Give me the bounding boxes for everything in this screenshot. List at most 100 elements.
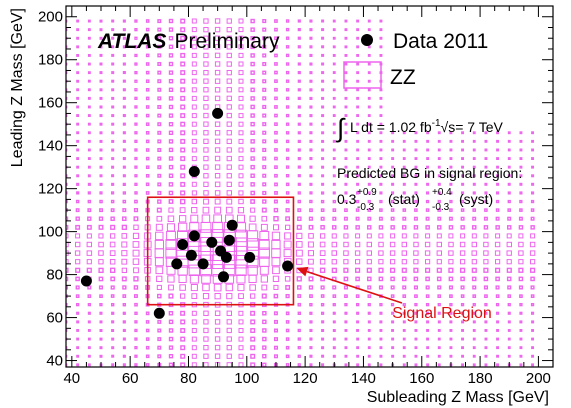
data-point — [197, 258, 209, 270]
zz-bin-box — [309, 36, 313, 40]
zz-bin-box — [344, 208, 348, 212]
zz-bin-box — [133, 216, 139, 222]
zz-bin-box — [272, 266, 280, 275]
zz-bin-box — [471, 241, 478, 248]
zz-bin-box — [414, 131, 418, 135]
zz-bin-box — [391, 329, 394, 332]
y-tick-label: 180 — [38, 52, 63, 69]
zz-bin-box — [87, 105, 91, 109]
zz-bin-box — [236, 274, 246, 284]
zz-bin-box — [297, 70, 301, 75]
zz-bin-box — [99, 148, 103, 152]
zz-bin-box — [379, 122, 383, 126]
zz-bin-box — [402, 354, 406, 358]
zz-bin-box — [180, 27, 186, 33]
zz-bin-box — [76, 114, 80, 118]
zz-bin-box — [519, 311, 523, 315]
zz-bin-box — [234, 229, 248, 243]
zz-bin-box — [332, 139, 336, 143]
zz-bin-box — [258, 247, 270, 259]
zz-bin-box — [402, 294, 407, 298]
zz-bin-box — [168, 147, 174, 153]
zz-bin-box — [76, 88, 80, 92]
zz-bin-box — [297, 354, 301, 358]
zz-bin-box — [356, 88, 360, 92]
zz-bin-box — [134, 113, 138, 118]
zz-bin-box — [437, 337, 441, 341]
zz-bin-box — [87, 96, 91, 100]
zz-bin-box — [191, 113, 197, 119]
zz-bin-box — [273, 207, 279, 213]
zz-bin-box — [331, 233, 337, 239]
zz-bin-box — [344, 114, 348, 118]
zz-bin-box — [484, 320, 488, 324]
zz-bin-box — [167, 215, 175, 222]
zz-bin-box — [460, 303, 465, 307]
zz-bin-box — [483, 225, 489, 230]
zz-bin-box — [496, 320, 500, 324]
zz-bin-box — [122, 156, 126, 161]
zz-bin-box — [297, 36, 301, 40]
zz-bin-box — [379, 346, 383, 350]
zz-bin-box — [262, 147, 267, 153]
zz-bin-box — [402, 191, 406, 195]
zz-bin-box — [332, 96, 336, 100]
zz-bin-box — [319, 259, 326, 265]
zz-bin-box — [297, 346, 301, 350]
zz-bin-box — [519, 294, 523, 298]
zz-bin-box — [449, 311, 453, 315]
zz-bin-box — [356, 148, 360, 152]
zz-bin-box — [402, 131, 406, 135]
zz-bin-box — [483, 250, 489, 256]
zz-bin-box — [356, 303, 360, 307]
zz-bin-box — [179, 207, 186, 213]
zz-bin-box — [379, 191, 383, 195]
zz-bin-box — [367, 54, 371, 57]
zz-bin-box — [379, 36, 383, 40]
zz-bin-box — [238, 78, 244, 84]
zz-bin-box — [238, 44, 244, 50]
zz-bin-box — [168, 104, 174, 110]
zz-bin-box — [449, 329, 453, 332]
zz-bin-box — [378, 225, 384, 230]
zz-bin-box — [145, 27, 150, 32]
axis-ticks — [66, 6, 553, 367]
zz-bin-box — [495, 208, 500, 212]
zz-bin-box — [355, 259, 361, 265]
zz-bin-box — [367, 131, 371, 135]
zz-bin-box — [179, 198, 186, 205]
zz-bin-box — [250, 336, 256, 342]
zz-bin-box — [414, 182, 418, 186]
zz-bin-box — [437, 329, 441, 332]
zz-bin-box — [319, 241, 326, 248]
zz-bin-box — [110, 208, 115, 213]
x-tick-label: 40 — [63, 370, 80, 387]
zz-bin-box — [413, 216, 418, 221]
zz-bin-box — [530, 199, 535, 204]
zz-bin-box — [203, 27, 209, 33]
zz-bin-box — [189, 274, 199, 284]
zz-bin-box — [66, 320, 68, 324]
zz-bin-box — [157, 27, 162, 32]
zz-bin-box — [519, 199, 523, 204]
zz-bin-box — [379, 311, 383, 315]
zz-bin-box — [379, 28, 383, 32]
zz-bin-box — [297, 182, 301, 186]
zz-bin-box — [344, 165, 348, 169]
zz-bin-box — [76, 157, 80, 161]
zz-bin-box — [343, 233, 349, 239]
zz-bin-box — [134, 174, 138, 178]
zz-bin-box — [226, 345, 232, 351]
zz-bin-box — [155, 231, 164, 241]
zz-bin-box — [297, 199, 302, 204]
zz-bin-box — [332, 285, 337, 290]
zz-bin-box — [168, 121, 174, 127]
zz-bin-box — [134, 148, 138, 152]
zz-bin-box — [297, 148, 301, 152]
zz-bin-box — [274, 62, 278, 66]
zz-bin-box — [157, 79, 162, 84]
zz-bin-box — [157, 345, 162, 350]
zz-bin-box — [472, 157, 476, 161]
zz-bin-box — [367, 174, 371, 178]
zz-bin-box — [332, 346, 336, 350]
